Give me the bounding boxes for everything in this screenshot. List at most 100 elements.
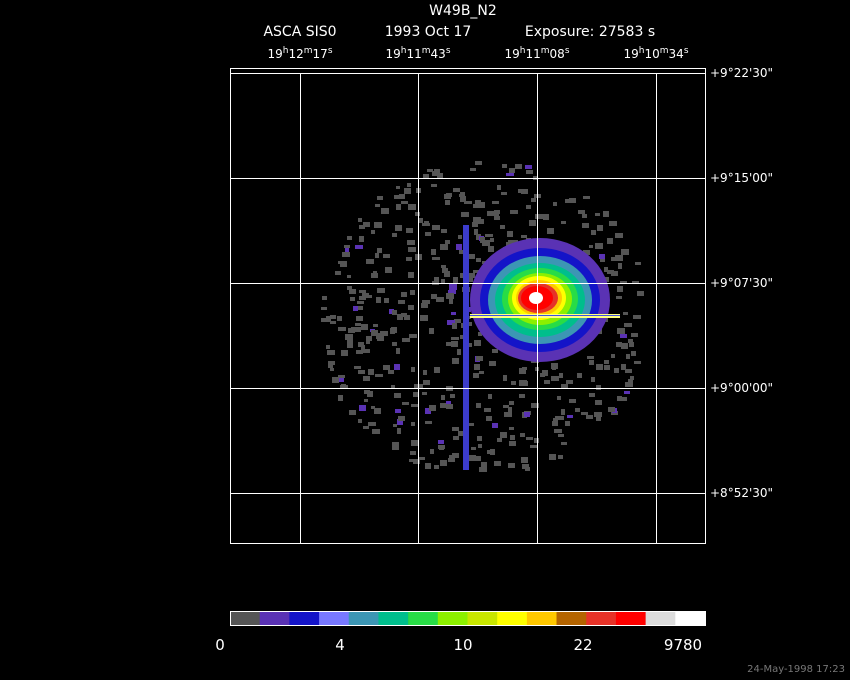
noise-pixel	[432, 225, 440, 230]
noise-pixel	[615, 233, 623, 238]
noise-pixel	[338, 375, 345, 378]
noise-pixel	[561, 221, 566, 224]
noise-pixel	[332, 377, 339, 383]
noise-pixel	[439, 445, 444, 450]
noise-pixel	[448, 458, 455, 462]
noise-pixel	[402, 402, 409, 405]
noise-pixel	[510, 435, 515, 440]
noise-pixel	[441, 229, 447, 233]
noise-pixel	[394, 364, 400, 370]
noise-pixel	[374, 408, 381, 414]
noise-pixel	[629, 342, 634, 347]
colorbar-label: 0	[215, 636, 225, 654]
noise-pixel	[322, 296, 327, 300]
noise-pixel	[476, 356, 483, 361]
noise-pixel	[515, 164, 522, 169]
colorbar-swatch	[378, 611, 409, 625]
noise-pixel	[347, 236, 352, 240]
noise-pixel	[464, 201, 472, 204]
noise-pixel	[368, 422, 376, 426]
noise-pixel	[582, 223, 589, 228]
noise-pixel	[384, 298, 389, 303]
noise-pixel	[371, 230, 375, 234]
ra-unit: s	[446, 46, 451, 56]
noise-pixel	[551, 363, 558, 369]
noise-pixel	[476, 403, 481, 408]
noise-pixel	[377, 248, 382, 253]
streak	[470, 315, 620, 316]
noise-pixel	[392, 233, 397, 237]
ra-unit: m	[541, 46, 550, 56]
noise-pixel	[492, 201, 499, 204]
noise-pixel	[596, 417, 601, 421]
noise-pixel	[452, 323, 457, 329]
noise-pixel	[558, 434, 564, 437]
noise-pixel	[632, 281, 639, 284]
noise-pixel	[633, 315, 641, 319]
noise-pixel	[492, 423, 498, 428]
noise-pixel	[430, 449, 434, 454]
noise-pixel	[395, 409, 401, 413]
noise-pixel	[575, 408, 580, 412]
title: W49B_N2	[429, 3, 497, 19]
noise-pixel	[330, 321, 336, 324]
noise-pixel	[393, 424, 397, 427]
noise-pixel	[586, 415, 593, 419]
noise-pixel	[481, 462, 487, 467]
noise-pixel	[356, 350, 363, 354]
noise-pixel	[371, 273, 378, 278]
colorbar-label: 22	[573, 636, 592, 654]
noise-pixel	[376, 297, 381, 303]
ra-number: 10	[644, 47, 659, 61]
noise-pixel	[364, 399, 368, 402]
noise-pixel	[419, 218, 423, 223]
noise-pixel	[363, 376, 370, 381]
noise-pixel	[494, 216, 500, 220]
noise-pixel	[474, 340, 481, 346]
noise-pixel	[452, 453, 459, 458]
noise-pixel	[381, 208, 389, 214]
noise-pixel	[397, 314, 403, 320]
noise-pixel	[449, 298, 453, 304]
noise-pixel	[425, 232, 431, 236]
noise-pixel	[425, 421, 432, 424]
noise-pixel	[503, 375, 507, 381]
ra-label: 19h12m17s	[267, 46, 332, 61]
noise-pixel	[500, 432, 507, 438]
noise-pixel	[406, 257, 412, 261]
noise-pixel	[354, 366, 361, 369]
noise-pixel	[396, 348, 400, 354]
noise-pixel	[476, 456, 481, 461]
colorbar-swatch	[259, 611, 290, 625]
noise-pixel	[604, 267, 608, 272]
noise-pixel	[406, 228, 413, 233]
noise-pixel	[425, 408, 431, 414]
noise-pixel	[410, 451, 416, 455]
colorbar-swatch	[497, 611, 528, 625]
noise-pixel	[522, 381, 528, 386]
noise-pixel	[366, 259, 374, 264]
noise-pixel	[437, 173, 443, 178]
noise-pixel	[398, 416, 405, 421]
noise-pixel	[599, 254, 605, 259]
noise-pixel	[399, 194, 405, 199]
noise-pixel	[460, 196, 466, 202]
noise-pixel	[411, 440, 418, 446]
noise-pixel	[451, 341, 458, 347]
noise-pixel	[620, 334, 627, 338]
noise-pixel	[441, 395, 445, 400]
noise-pixel	[338, 327, 346, 331]
noise-pixel	[458, 235, 462, 239]
colorbar-swatch	[645, 611, 676, 625]
noise-pixel	[385, 267, 392, 273]
noise-pixel	[358, 218, 362, 222]
noise-pixel	[392, 310, 397, 315]
noise-pixel	[358, 419, 362, 423]
noise-pixel	[504, 412, 512, 417]
noise-pixel	[475, 200, 481, 204]
ra-unit: h	[639, 46, 645, 56]
noise-pixel	[374, 222, 382, 228]
noise-pixel	[497, 438, 502, 442]
noise-pixel	[420, 315, 428, 321]
